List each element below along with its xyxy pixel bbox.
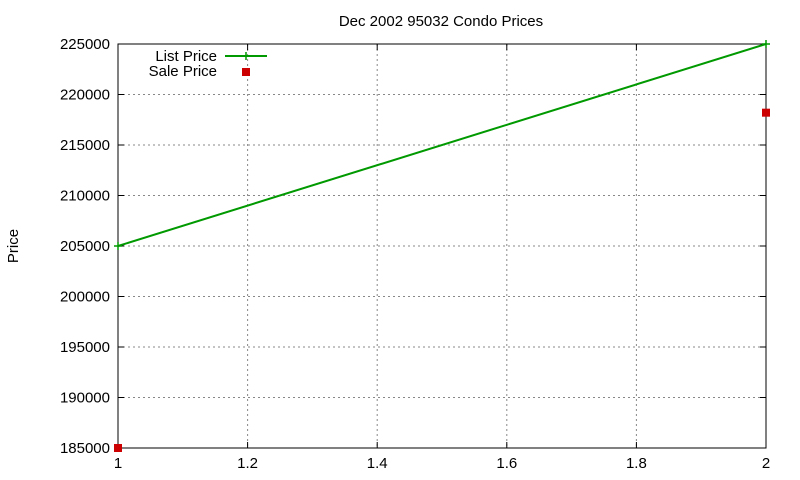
grid-lines — [118, 44, 766, 448]
sale-price-point — [114, 444, 122, 452]
x-tick-label: 1 — [114, 455, 122, 472]
y-tick-label: 190000 — [60, 390, 110, 407]
y-tick-label: 185000 — [60, 440, 110, 457]
x-tick-label: 1.8 — [626, 455, 647, 472]
x-tick-label: 2 — [762, 455, 770, 472]
x-tick-label: 1.2 — [237, 455, 258, 472]
y-tick-label: 215000 — [60, 137, 110, 154]
x-axis-ticks: 1 1.2 1.4 1.6 1.8 2 — [114, 44, 770, 472]
legend-plus-marker — [242, 52, 250, 60]
list-price-point — [762, 40, 770, 48]
y-tick-label: 225000 — [60, 36, 110, 53]
y-tick-label: 210000 — [60, 188, 110, 205]
x-tick-label: 1.4 — [367, 455, 388, 472]
list-price-line — [117, 43, 767, 247]
series — [114, 40, 770, 452]
y-tick-label: 200000 — [60, 289, 110, 306]
y-tick-label: 220000 — [60, 87, 110, 104]
legend-marker-list-price — [242, 52, 250, 60]
legend-label-sale-price: Sale Price — [149, 63, 217, 80]
x-tick-label: 1.6 — [496, 455, 517, 472]
chart-title: Dec 2002 95032 Condo Prices — [339, 13, 543, 30]
legend-label-list-price: List Price — [155, 48, 217, 65]
y-axis-label: Price — [5, 229, 22, 263]
y-tick-label: 195000 — [60, 339, 110, 356]
legend-marker-sale-price — [242, 68, 250, 76]
list-price-point — [114, 242, 122, 250]
legend: List Price Sale Price — [149, 48, 267, 80]
y-tick-label: 205000 — [60, 238, 110, 255]
sale-price-point — [762, 108, 770, 117]
y-axis-ticks: 185000 190000 195000 200000 205000 210000 2150… — [60, 36, 766, 457]
